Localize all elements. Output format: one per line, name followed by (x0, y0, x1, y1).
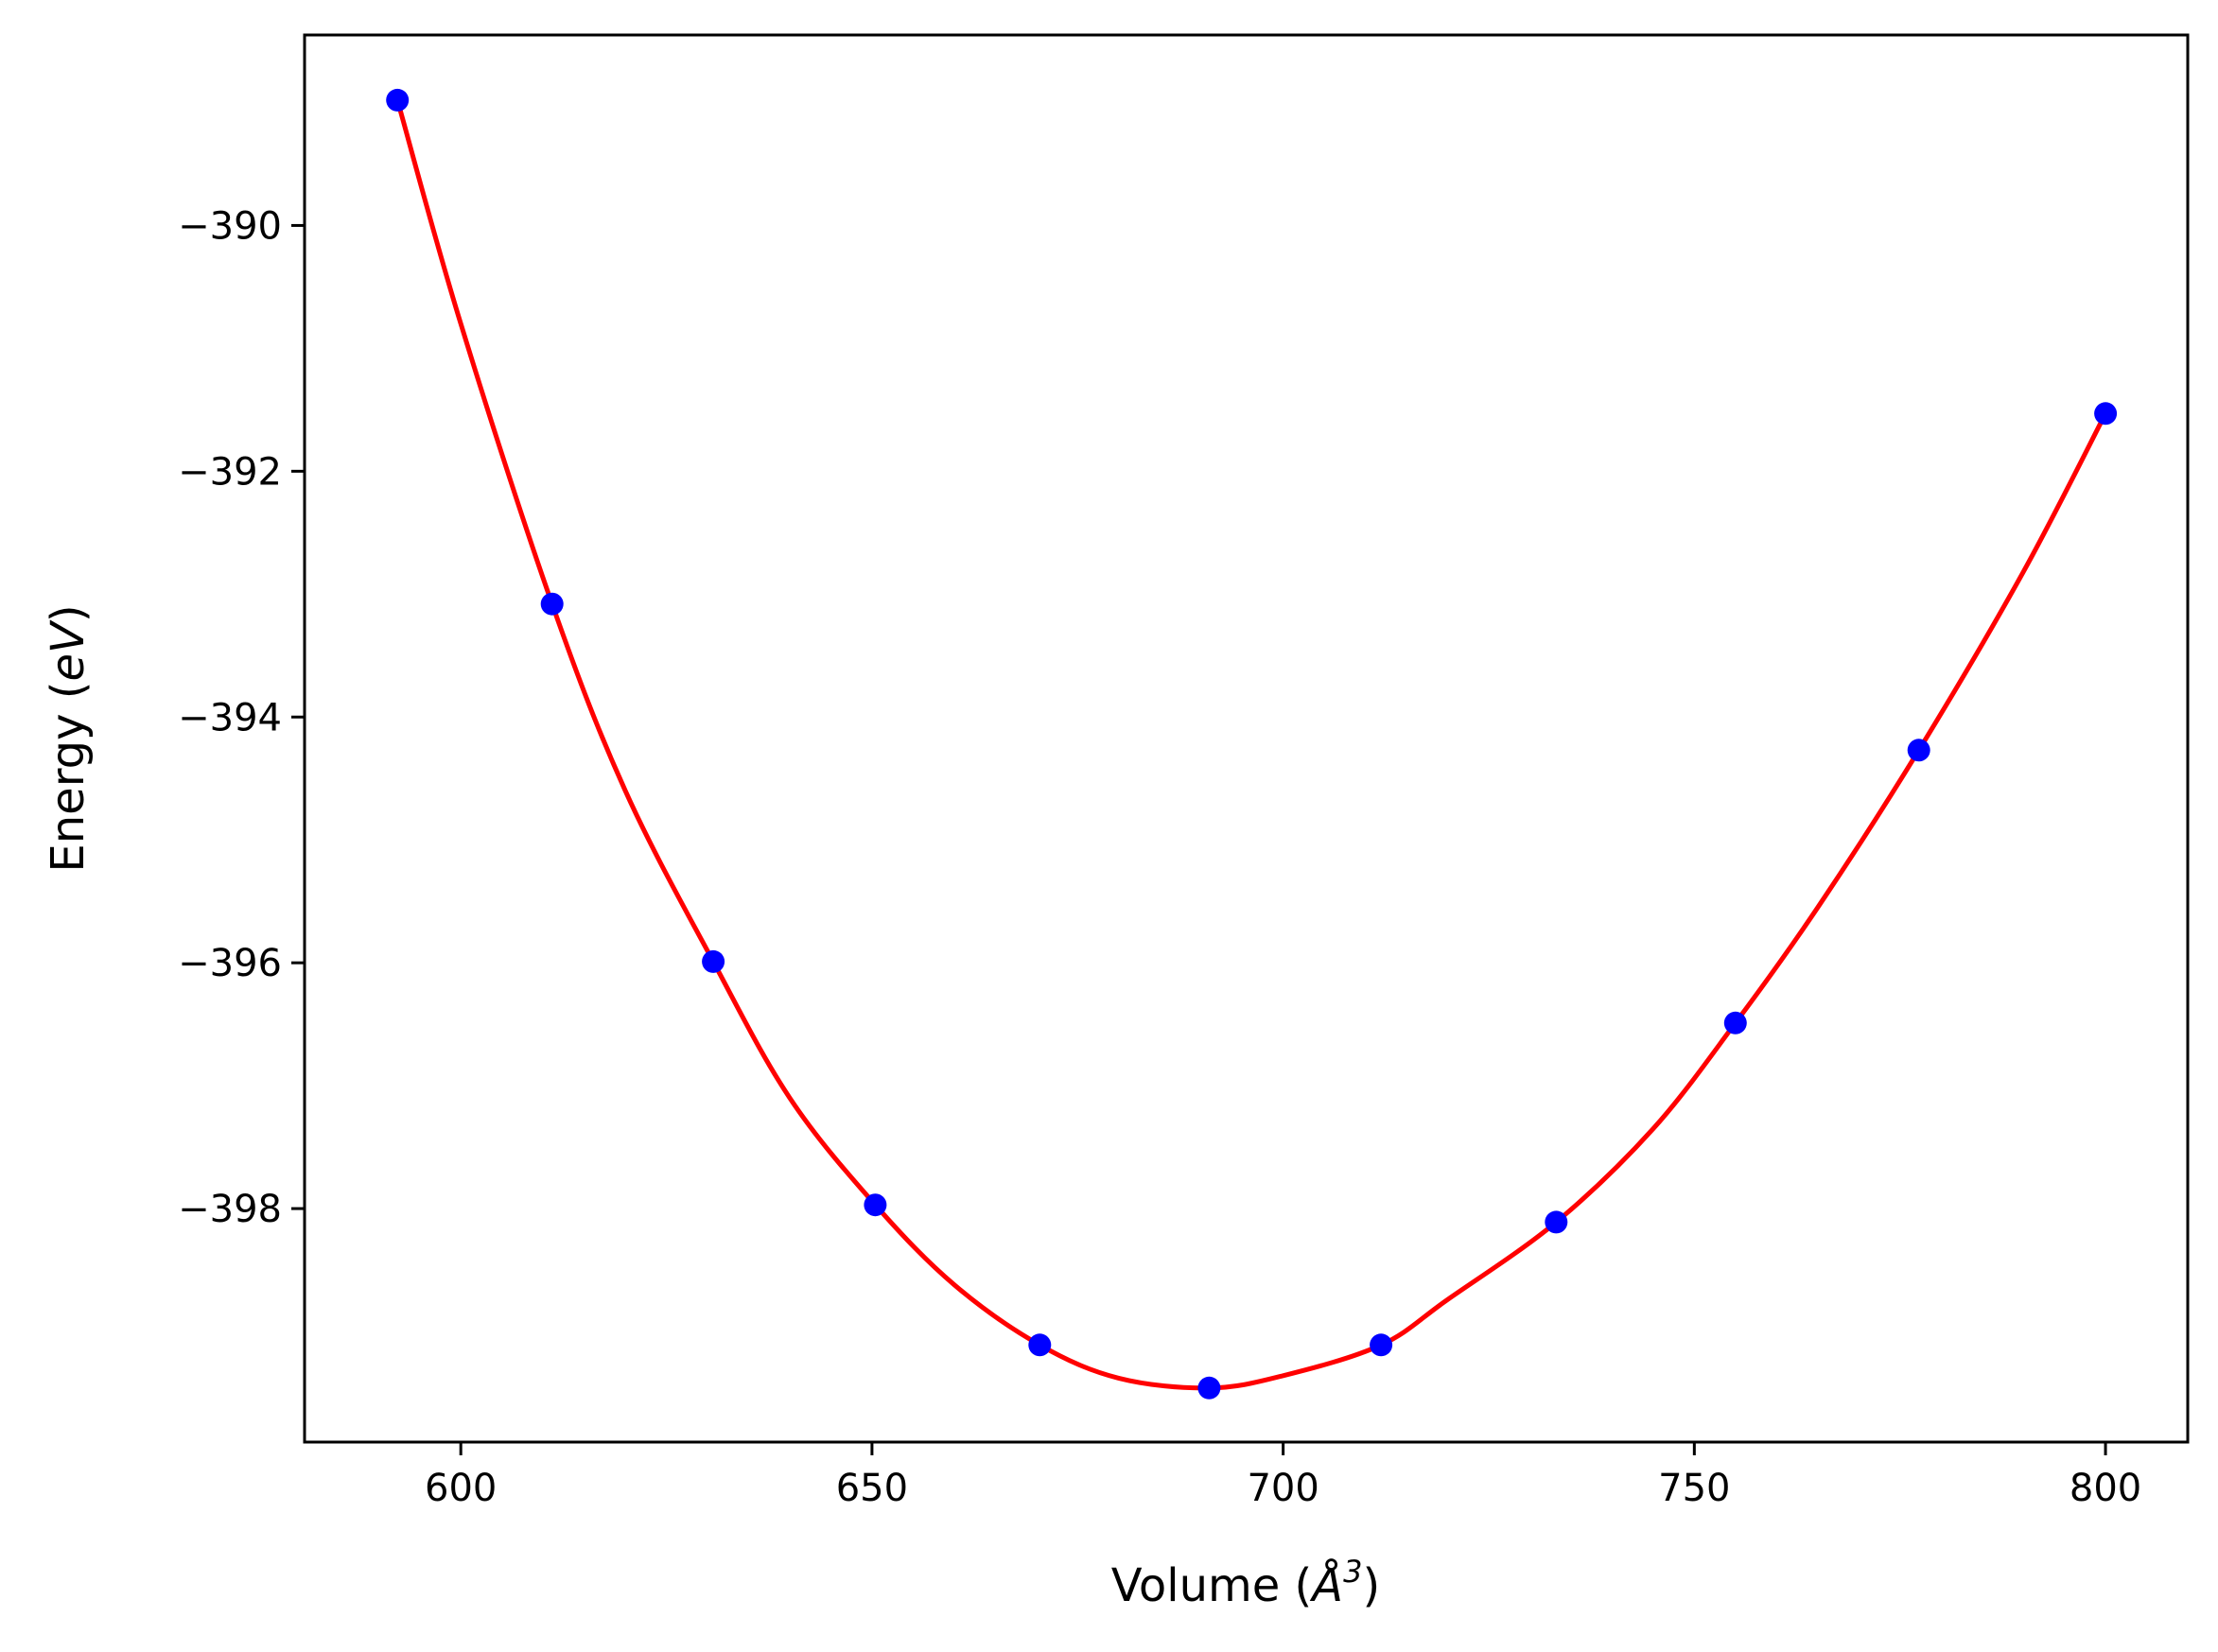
x-axis-ticks: 600 650 700 750 800 (425, 1442, 2141, 1510)
data-point (1197, 1376, 1221, 1400)
y-tick-label: −392 (178, 450, 282, 494)
x-axis-label: Volume (Å3) (1111, 1554, 1380, 1612)
data-point (1907, 739, 1930, 762)
plot-frame (303, 33, 2190, 1444)
y-axis-label: Energy (eV) (42, 604, 95, 872)
x-tick-label: 800 (2070, 1467, 2141, 1510)
fit-curve-line (394, 99, 2108, 1391)
data-point (1723, 1011, 1747, 1035)
data-point (1545, 1210, 1568, 1234)
y-tick-label: −394 (178, 696, 282, 739)
y-tick-label: −390 (178, 204, 282, 248)
data-point (2094, 402, 2118, 426)
y-axis-ticks: −390 −392 −394 −396 −398 (178, 204, 305, 1231)
data-point (702, 949, 725, 973)
x-tick-label: 750 (1658, 1467, 1730, 1510)
x-tick-label: 700 (1247, 1467, 1319, 1510)
x-tick-label: 650 (836, 1467, 908, 1510)
y-tick-label: −396 (178, 942, 282, 985)
data-point (1370, 1333, 1393, 1357)
x-tick-label: 600 (425, 1467, 497, 1510)
data-point (386, 88, 410, 112)
data-point (864, 1193, 887, 1217)
plot-area (386, 88, 2118, 1400)
data-point (1028, 1333, 1052, 1357)
data-point (540, 592, 564, 616)
y-tick-label: −398 (178, 1188, 282, 1231)
